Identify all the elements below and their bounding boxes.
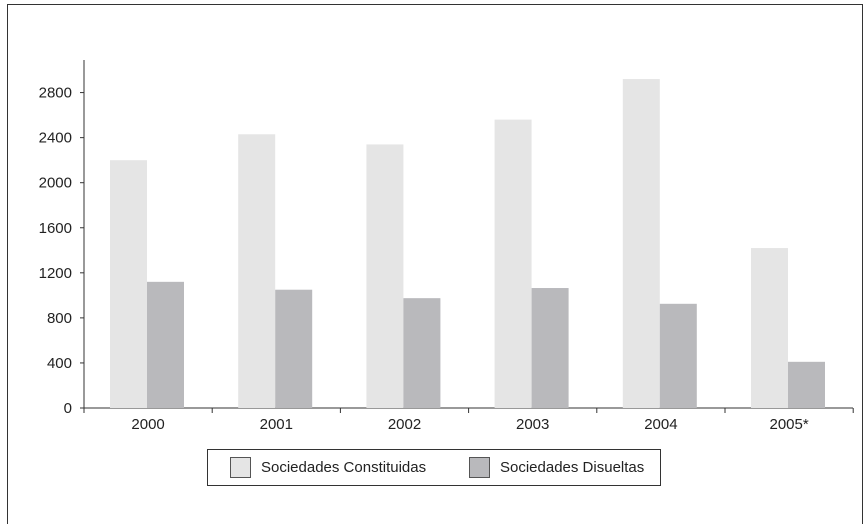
y-tick-label: 1600 <box>39 220 72 237</box>
bar-chart: 0 400 800 1200 1600 2000 2400 2800 2000 2001 2002… <box>39 60 854 433</box>
bar-disueltas <box>147 281 184 408</box>
y-tick-label: 2000 <box>39 175 72 192</box>
y-tick-label: 400 <box>47 355 72 372</box>
x-tick-label: 2003 <box>516 416 549 433</box>
x-tick-label: 2005* <box>769 416 808 433</box>
bar-disueltas <box>531 288 569 408</box>
bar-disueltas <box>788 361 825 408</box>
legend-item-constituidas: Sociedades Constituidas <box>230 457 426 478</box>
bar-constituidas <box>622 79 660 408</box>
legend-item-disueltas: Sociedades Disueltas <box>469 457 644 478</box>
x-tick-label: 2004 <box>644 416 677 433</box>
x-tick-label: 2000 <box>131 416 164 433</box>
chart-frame <box>7 4 863 524</box>
bar-disueltas <box>275 289 313 408</box>
bar-constituidas <box>110 160 147 408</box>
y-tick-label: 0 <box>64 400 72 417</box>
y-tick-label: 800 <box>47 310 72 327</box>
bar-disueltas <box>403 298 441 408</box>
bar-constituidas <box>751 248 788 408</box>
y-tick-label: 1200 <box>39 265 72 282</box>
x-axis: 2000 2001 2002 2003 2004 2005* <box>83 407 854 433</box>
legend: Sociedades Constituidas Sociedades Disue… <box>207 449 661 486</box>
bars <box>110 79 825 409</box>
bar-constituidas <box>494 119 532 408</box>
legend-label-constituidas: Sociedades Constituidas <box>261 459 427 476</box>
legend-label-disueltas: Sociedades Disueltas <box>500 459 645 476</box>
y-axis: 0 400 800 1200 1600 2000 2400 2800 <box>39 60 85 417</box>
y-tick-label: 2400 <box>39 130 72 147</box>
bar-constituidas <box>366 144 404 409</box>
legend-swatch-constituidas <box>230 457 251 478</box>
legend-swatch-disueltas <box>469 457 490 478</box>
y-tick-label: 2800 <box>39 85 72 102</box>
bar-disueltas <box>659 303 697 408</box>
x-tick-label: 2002 <box>388 416 421 433</box>
bar-constituidas <box>238 134 276 408</box>
x-tick-label: 2001 <box>260 416 293 433</box>
